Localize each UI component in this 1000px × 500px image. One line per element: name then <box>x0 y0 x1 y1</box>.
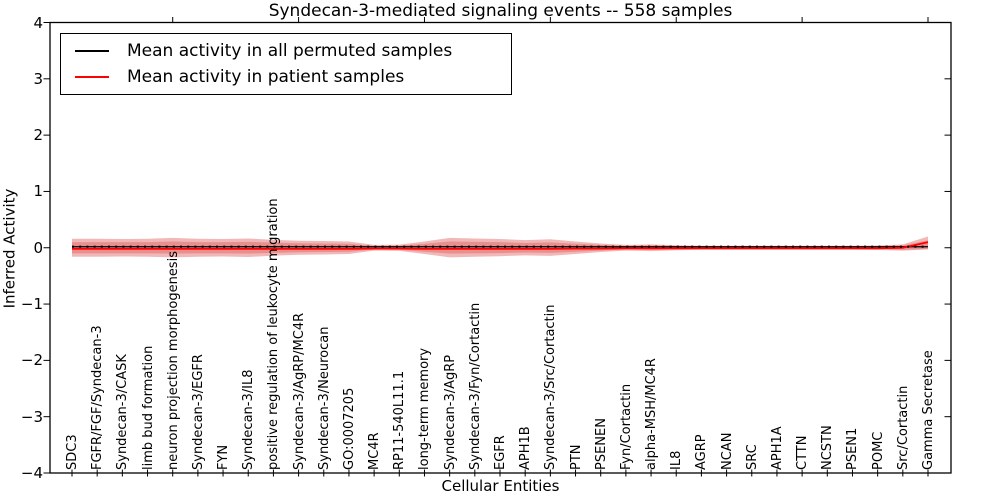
x-tick-label: Syndecan-3/Src/Cortactin <box>543 304 559 470</box>
x-axis-label: Cellular Entities <box>441 477 560 495</box>
chart-title: Syndecan-3-mediated signaling events -- … <box>268 1 733 21</box>
x-tick-label: positive regulation of leukocyte migrati… <box>266 198 282 470</box>
x-tick-label: limb bud formation <box>140 345 156 470</box>
x-tick-label: Syndecan-3/AgRP <box>442 354 458 470</box>
legend-label-patient: Mean activity in patient samples <box>127 67 405 87</box>
y-tick-label: −4 <box>20 464 43 482</box>
x-tick-label: EGFR <box>493 435 508 470</box>
patient-mean-line <box>72 241 929 250</box>
x-tick-label: Fyn/Cortactin <box>618 383 634 470</box>
x-tick-label: Syndecan-3/AgRP/MC4R <box>291 312 307 470</box>
x-tick-label: NCAN <box>719 432 735 470</box>
x-tick-label: Syndecan-3/IL8 <box>241 369 257 470</box>
x-tick-label: APH1A <box>769 426 785 470</box>
y-tick-label: 3 <box>33 69 43 88</box>
x-tick-label: Syndecan-3/CASK <box>115 354 131 470</box>
x-tick-label: FYN <box>216 444 232 470</box>
x-tick-label: PSEN1 <box>845 427 861 470</box>
x-tick-label: long-term memory <box>417 347 433 470</box>
y-tick-label: 1 <box>33 182 43 201</box>
x-tick-label: APH1B <box>518 426 534 470</box>
x-tick-label: Gamma Secretase <box>921 350 936 470</box>
y-tick-label: −3 <box>20 407 43 426</box>
x-tick-label: GO:0007205 <box>341 387 357 470</box>
y-tick-label: 4 <box>33 13 43 32</box>
x-tick-label: FGFR/FGF/Syndecan-3 <box>90 325 106 470</box>
x-tick-label: neuron projection morphogenesis <box>165 251 181 470</box>
y-tick-label: 2 <box>33 126 43 145</box>
x-tick-label: Src/Cortactin <box>895 385 911 470</box>
x-tick-label: SRC <box>744 444 760 470</box>
x-tick-label: PSENEN <box>593 418 609 470</box>
x-tick-label: IL8 <box>669 450 685 470</box>
legend-label-permuted: Mean activity in all permuted samples <box>127 41 453 61</box>
x-tick-label: SDC3 <box>65 434 80 470</box>
x-tick-label: MC4R <box>367 432 383 470</box>
x-tick-label: CTTN <box>795 435 811 470</box>
x-tick-label: Syndecan-3/Fyn/Cortactin <box>467 302 483 470</box>
y-tick-label: 0 <box>33 238 43 257</box>
x-tick-label: AGRP <box>694 434 710 470</box>
legend-item-permuted: Mean activity in all permuted samples <box>61 38 511 64</box>
x-tick-label: PTN <box>568 444 584 470</box>
x-tick-label: Syndecan-3/EGFR <box>190 354 206 470</box>
x-tick-label: alpha-MSH/MC4R <box>644 358 660 470</box>
x-tick-label: POMC <box>870 431 886 470</box>
patient-line-swatch <box>75 76 109 78</box>
y-tick-label: −2 <box>20 351 43 370</box>
legend: Mean activity in all permuted samples Me… <box>60 33 512 95</box>
x-tick-label: NCSTN <box>820 425 836 470</box>
x-tick-label: RP11-540L11.1 <box>392 370 408 470</box>
y-tick-label: −1 <box>20 295 43 314</box>
permuted-line-swatch <box>75 50 109 52</box>
legend-item-patient: Mean activity in patient samples <box>61 64 511 90</box>
x-tick-label: Syndecan-3/Neurocan <box>316 326 332 470</box>
